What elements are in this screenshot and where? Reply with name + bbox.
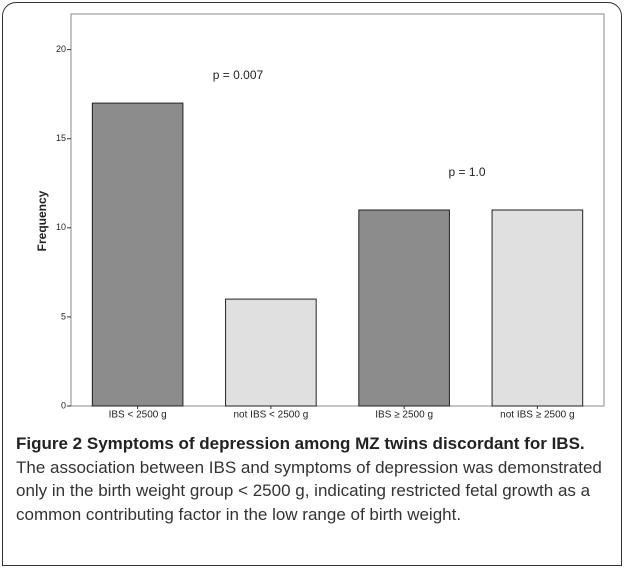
x-tick-label: not IBS < 2500 g [233, 410, 308, 421]
annotation: p = 1.0 [448, 165, 485, 179]
y-tick-label: 20 [56, 44, 66, 54]
caption-text: The association between IBS and symptoms… [16, 457, 602, 524]
bar [358, 209, 450, 407]
x-tick-label: IBS < 2500 g [109, 410, 167, 421]
plot-frame [70, 13, 605, 407]
figure-frame: Frequency 0 5 10 15 20 IBS < 2500 g not IBS < … [2, 2, 622, 566]
y-tick-label: 0 [61, 400, 66, 410]
caption: Figure 2 Symptoms of depression among MZ… [16, 432, 616, 526]
y-tick-label: 5 [61, 311, 66, 321]
annotation: p = 0.007 [213, 68, 264, 82]
caption-label: Figure 2 [16, 434, 83, 453]
chart: Frequency 0 5 10 15 20 IBS < 2500 g not IBS < … [35, 13, 605, 421]
caption-title: Symptoms of depression among MZ twins di… [86, 434, 585, 453]
bar [225, 298, 317, 407]
x-tick-label: IBS ≥ 2500 g [375, 410, 433, 421]
y-tick-label: 15 [56, 133, 66, 143]
bar [91, 102, 184, 407]
x-tick-label: not IBS ≥ 2500 g [500, 410, 574, 421]
y-tick-label: 10 [56, 222, 66, 232]
y-axis-label: Frequency [35, 190, 49, 251]
bar [491, 209, 584, 407]
